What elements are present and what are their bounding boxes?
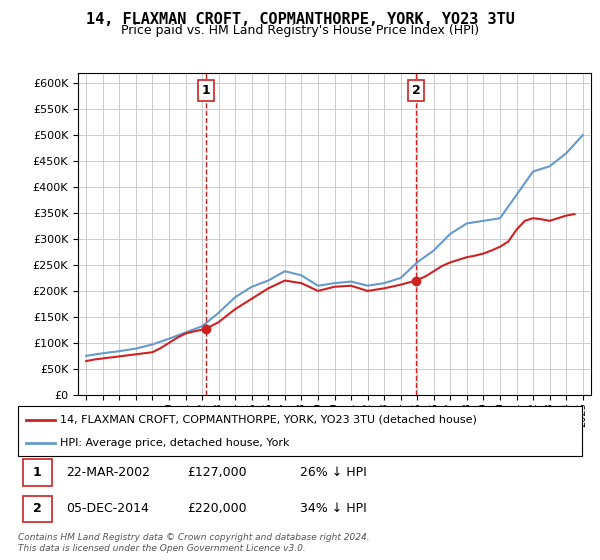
FancyBboxPatch shape [23, 459, 52, 486]
Text: HPI: Average price, detached house, York: HPI: Average price, detached house, York [60, 438, 290, 448]
FancyBboxPatch shape [23, 496, 52, 522]
Text: 1: 1 [33, 466, 41, 479]
Text: 2: 2 [412, 84, 420, 97]
Text: 2: 2 [33, 502, 41, 515]
Text: £127,000: £127,000 [187, 466, 247, 479]
Text: 26% ↓ HPI: 26% ↓ HPI [300, 466, 367, 479]
Text: Price paid vs. HM Land Registry's House Price Index (HPI): Price paid vs. HM Land Registry's House … [121, 24, 479, 37]
Text: 14, FLAXMAN CROFT, COPMANTHORPE, YORK, YO23 3TU (detached house): 14, FLAXMAN CROFT, COPMANTHORPE, YORK, Y… [60, 414, 477, 424]
Text: 34% ↓ HPI: 34% ↓ HPI [300, 502, 367, 515]
Text: 1: 1 [202, 84, 210, 97]
Text: Contains HM Land Registry data © Crown copyright and database right 2024.
This d: Contains HM Land Registry data © Crown c… [18, 533, 370, 553]
Text: 14, FLAXMAN CROFT, COPMANTHORPE, YORK, YO23 3TU: 14, FLAXMAN CROFT, COPMANTHORPE, YORK, Y… [86, 12, 514, 27]
Text: 22-MAR-2002: 22-MAR-2002 [66, 466, 150, 479]
Text: £220,000: £220,000 [187, 502, 247, 515]
Text: 05-DEC-2014: 05-DEC-2014 [66, 502, 149, 515]
